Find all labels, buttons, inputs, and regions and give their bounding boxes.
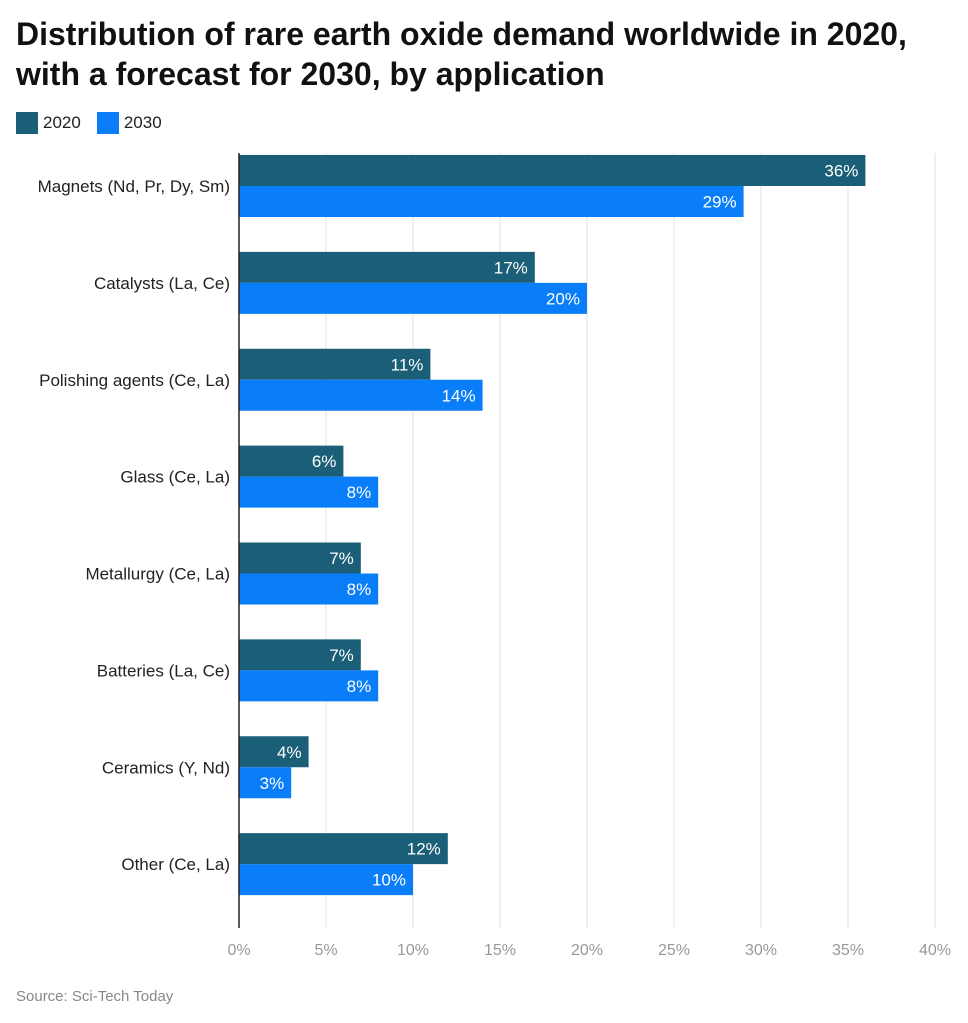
- bar-2020: [239, 155, 866, 186]
- data-label: 4%: [277, 743, 302, 762]
- bar-2030: [239, 573, 379, 605]
- bar-2020: [239, 736, 309, 768]
- x-tick-label: 15%: [484, 942, 516, 959]
- data-label: 11%: [391, 355, 424, 374]
- data-label: 7%: [329, 549, 354, 568]
- legend-label-2020: 2020: [43, 113, 81, 132]
- data-label: 6%: [312, 452, 337, 471]
- data-label: 12%: [407, 840, 441, 859]
- bar-2030: [239, 282, 587, 314]
- x-tick-label: 5%: [314, 942, 337, 959]
- category-label: Glass (Ce, La): [120, 468, 230, 487]
- legend-item-2030: 2030: [96, 112, 162, 134]
- bar-2020: [239, 833, 448, 865]
- bar-2020: [239, 542, 361, 574]
- legend-swatch-2030: [96, 112, 119, 134]
- source-note: Source: Sci-Tech Today: [16, 988, 174, 1005]
- bar-2030: [239, 186, 744, 217]
- x-tick-label: 25%: [658, 942, 690, 959]
- legend: 2020 2030: [16, 112, 178, 134]
- data-label: 10%: [372, 871, 406, 890]
- bar-2020: [239, 445, 344, 477]
- category-label: Other (Ce, La): [121, 855, 230, 874]
- bar-2030: [239, 476, 379, 508]
- bar-2030: [239, 767, 292, 799]
- category-label: Catalysts (La, Ce): [94, 274, 230, 293]
- category-label: Magnets (Nd, Pr, Dy, Sm): [38, 177, 230, 196]
- bar-2030: [239, 864, 413, 896]
- data-label: 14%: [442, 386, 476, 405]
- data-label: 7%: [329, 646, 354, 665]
- legend-item-2020: 2020: [16, 112, 81, 134]
- legend-swatch-2020: [16, 112, 38, 134]
- x-tick-label: 30%: [745, 942, 777, 959]
- bar-2020: [239, 639, 361, 671]
- category-label: Ceramics (Y, Nd): [102, 758, 230, 777]
- bar-2030: [239, 670, 379, 702]
- x-tick-label: 10%: [397, 942, 429, 959]
- x-tick-label: 0%: [227, 942, 250, 959]
- category-label: Metallurgy (Ce, La): [85, 565, 230, 584]
- data-label: 8%: [347, 677, 372, 696]
- x-tick-label: 40%: [919, 942, 951, 959]
- chart-title: Distribution of rare earth oxide demand …: [16, 16, 907, 92]
- data-label: 8%: [347, 580, 372, 599]
- x-tick-label: 35%: [832, 942, 864, 959]
- bar-2020: [239, 348, 431, 380]
- data-label: 29%: [703, 193, 737, 212]
- data-label: 3%: [260, 774, 285, 793]
- data-label: 36%: [824, 162, 858, 181]
- data-label: 20%: [546, 289, 580, 308]
- category-label: Batteries (La, Ce): [97, 661, 230, 680]
- legend-label-2030: 2030: [123, 113, 162, 132]
- data-label: 17%: [494, 258, 528, 277]
- x-tick-label: 20%: [571, 942, 603, 959]
- bar-2030: [239, 379, 483, 411]
- data-label: 8%: [347, 483, 372, 502]
- bar-2020: [239, 251, 535, 283]
- category-label: Polishing agents (Ce, La): [39, 371, 230, 390]
